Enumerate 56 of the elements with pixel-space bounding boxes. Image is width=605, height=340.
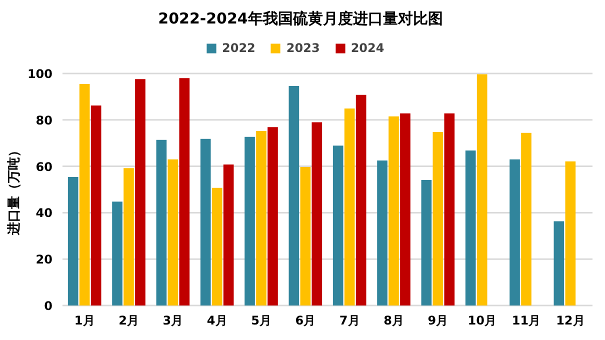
bar bbox=[356, 94, 366, 306]
bar bbox=[300, 166, 311, 306]
legend-label: 2022 bbox=[222, 41, 256, 55]
bar bbox=[510, 159, 520, 306]
x-tick-label: 1月 bbox=[74, 314, 95, 328]
bar bbox=[388, 116, 399, 306]
x-tick-label: 7月 bbox=[339, 314, 360, 328]
bar bbox=[244, 136, 255, 306]
bar bbox=[90, 106, 102, 306]
x-tick-label: 3月 bbox=[162, 314, 184, 328]
bar bbox=[200, 138, 211, 306]
bar bbox=[256, 131, 266, 306]
bar bbox=[565, 161, 576, 306]
bar bbox=[212, 188, 222, 306]
bar bbox=[377, 160, 388, 306]
y-tick-label: 0 bbox=[44, 299, 53, 313]
bar bbox=[521, 132, 532, 306]
bar bbox=[288, 86, 300, 306]
x-tick-label: 4月 bbox=[206, 314, 228, 328]
bar bbox=[421, 180, 432, 306]
x-tick-label: 11月 bbox=[512, 314, 541, 328]
bar bbox=[312, 122, 322, 306]
bar bbox=[112, 202, 122, 306]
bar bbox=[476, 74, 488, 306]
x-tick-label: 12月 bbox=[556, 314, 585, 328]
x-tick-label: 8月 bbox=[384, 314, 404, 328]
bar bbox=[400, 113, 410, 306]
y-tick-label: 60 bbox=[36, 160, 53, 174]
x-tick-label: 6月 bbox=[295, 314, 316, 328]
bar bbox=[168, 159, 178, 306]
bar bbox=[465, 150, 476, 306]
bar bbox=[135, 79, 146, 306]
bar bbox=[554, 221, 564, 306]
y-tick-label: 100 bbox=[27, 67, 53, 81]
bar bbox=[223, 164, 234, 306]
bar bbox=[444, 113, 455, 306]
y-axis-title: 进口量（万吨） bbox=[7, 144, 22, 236]
legend-label: 2024 bbox=[350, 41, 384, 55]
bar bbox=[68, 176, 78, 306]
y-tick-label: 20 bbox=[36, 252, 53, 267]
bar bbox=[432, 132, 444, 306]
x-tick-label: 2月 bbox=[118, 314, 139, 328]
x-tick-label: 10月 bbox=[468, 314, 496, 328]
x-tick-label: 9月 bbox=[428, 314, 448, 328]
bar bbox=[179, 78, 190, 306]
bar bbox=[79, 84, 90, 306]
bar bbox=[344, 108, 355, 306]
bar bbox=[332, 146, 344, 306]
chart-title: 2022-2024年我国硫黄月度进口量对比图 bbox=[158, 10, 443, 28]
y-tick-label: 80 bbox=[36, 113, 53, 128]
bar bbox=[124, 168, 134, 306]
bar bbox=[156, 140, 167, 306]
y-tick-label: 40 bbox=[36, 206, 53, 220]
x-tick-label: 5月 bbox=[251, 314, 272, 328]
bar bbox=[268, 127, 278, 306]
legend-label: 2023 bbox=[286, 41, 320, 55]
